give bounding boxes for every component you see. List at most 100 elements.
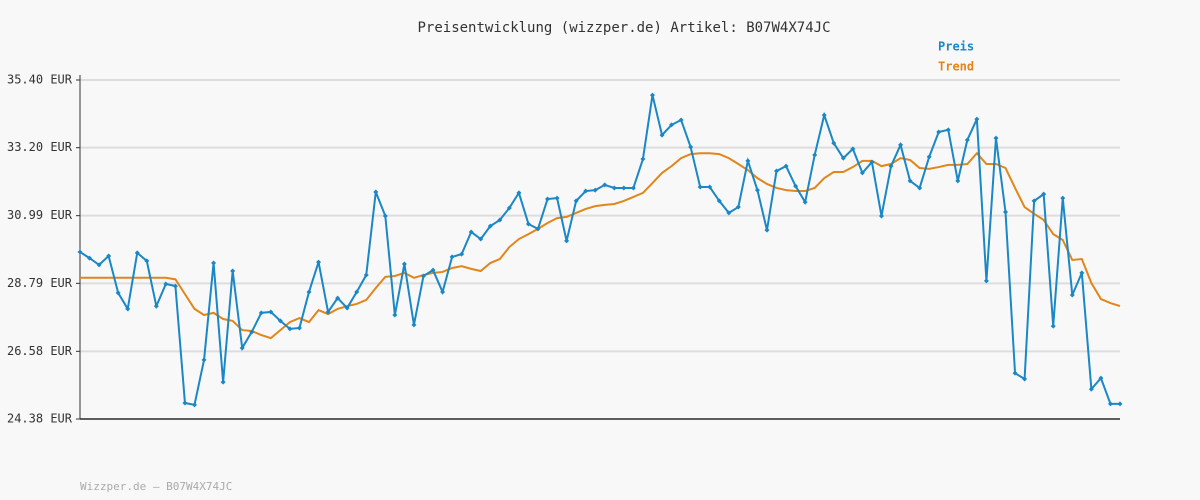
point bbox=[697, 184, 703, 190]
point bbox=[917, 185, 923, 191]
point bbox=[688, 144, 694, 150]
point bbox=[268, 309, 274, 315]
point bbox=[735, 204, 741, 210]
point bbox=[793, 183, 799, 189]
point bbox=[363, 272, 369, 278]
point bbox=[945, 127, 951, 133]
point bbox=[277, 318, 283, 324]
point bbox=[115, 290, 121, 296]
point bbox=[754, 187, 760, 193]
point bbox=[878, 213, 884, 219]
point bbox=[831, 140, 837, 146]
point bbox=[649, 92, 655, 98]
point bbox=[239, 345, 245, 351]
point bbox=[669, 122, 675, 128]
point bbox=[125, 306, 131, 312]
point bbox=[745, 158, 751, 164]
point bbox=[411, 322, 417, 328]
chart-title: Preisentwicklung (wizzper.de) Artikel: B… bbox=[417, 20, 830, 36]
point bbox=[1107, 401, 1113, 407]
point bbox=[678, 117, 684, 123]
point bbox=[592, 187, 598, 193]
point bbox=[859, 170, 865, 176]
point bbox=[163, 281, 169, 287]
point bbox=[96, 262, 102, 268]
legend-label: Trend bbox=[938, 60, 974, 74]
point bbox=[1022, 376, 1028, 382]
point bbox=[516, 190, 522, 196]
point bbox=[106, 253, 112, 259]
point bbox=[993, 135, 999, 141]
point bbox=[1003, 209, 1009, 215]
point bbox=[249, 329, 255, 335]
y-tick-label: 26.58 EUR bbox=[7, 344, 73, 358]
point bbox=[611, 185, 617, 191]
point bbox=[630, 185, 636, 191]
point bbox=[344, 305, 350, 311]
point bbox=[201, 357, 207, 363]
point bbox=[478, 236, 484, 242]
point bbox=[869, 159, 875, 165]
y-tick-label: 35.40 EUR bbox=[7, 73, 73, 87]
point bbox=[583, 188, 589, 194]
point bbox=[77, 249, 83, 255]
point bbox=[926, 154, 932, 160]
point bbox=[1050, 323, 1056, 329]
point bbox=[564, 238, 570, 244]
point bbox=[1098, 375, 1104, 381]
point bbox=[850, 146, 856, 152]
y-tick-label: 33.20 EUR bbox=[7, 140, 73, 154]
point bbox=[306, 289, 312, 295]
point bbox=[1031, 198, 1037, 204]
point bbox=[573, 198, 579, 204]
point bbox=[1012, 370, 1018, 376]
point bbox=[316, 259, 322, 265]
point bbox=[640, 156, 646, 162]
point bbox=[802, 199, 808, 205]
point bbox=[211, 260, 217, 266]
point bbox=[230, 268, 236, 274]
point bbox=[726, 210, 732, 216]
point bbox=[1088, 386, 1094, 392]
point bbox=[888, 163, 894, 169]
point bbox=[401, 261, 407, 267]
point bbox=[764, 227, 770, 233]
point bbox=[1041, 191, 1047, 197]
point bbox=[840, 155, 846, 161]
point bbox=[974, 116, 980, 122]
point bbox=[1069, 292, 1075, 298]
point bbox=[182, 400, 188, 406]
point bbox=[296, 325, 302, 331]
point bbox=[545, 196, 551, 202]
point bbox=[468, 229, 474, 235]
point bbox=[134, 250, 140, 256]
point bbox=[983, 278, 989, 284]
point bbox=[430, 267, 436, 273]
point bbox=[1079, 270, 1085, 276]
point bbox=[373, 189, 379, 195]
y-tick-label: 30.99 EUR bbox=[7, 208, 73, 222]
point bbox=[172, 283, 178, 289]
point bbox=[497, 217, 503, 223]
legend-label: Preis bbox=[938, 40, 974, 54]
point bbox=[258, 310, 264, 316]
point bbox=[898, 142, 904, 148]
point bbox=[153, 303, 159, 309]
point bbox=[487, 223, 493, 229]
point bbox=[220, 379, 226, 385]
point bbox=[821, 112, 827, 118]
y-tick-label: 28.79 EUR bbox=[7, 276, 73, 290]
point bbox=[392, 312, 398, 318]
point bbox=[783, 163, 789, 169]
point bbox=[535, 226, 541, 232]
point bbox=[774, 168, 780, 174]
point bbox=[191, 402, 197, 408]
point bbox=[420, 273, 426, 279]
point bbox=[621, 185, 627, 191]
point bbox=[936, 129, 942, 135]
point bbox=[955, 178, 961, 184]
point bbox=[506, 205, 512, 211]
point bbox=[812, 152, 818, 158]
